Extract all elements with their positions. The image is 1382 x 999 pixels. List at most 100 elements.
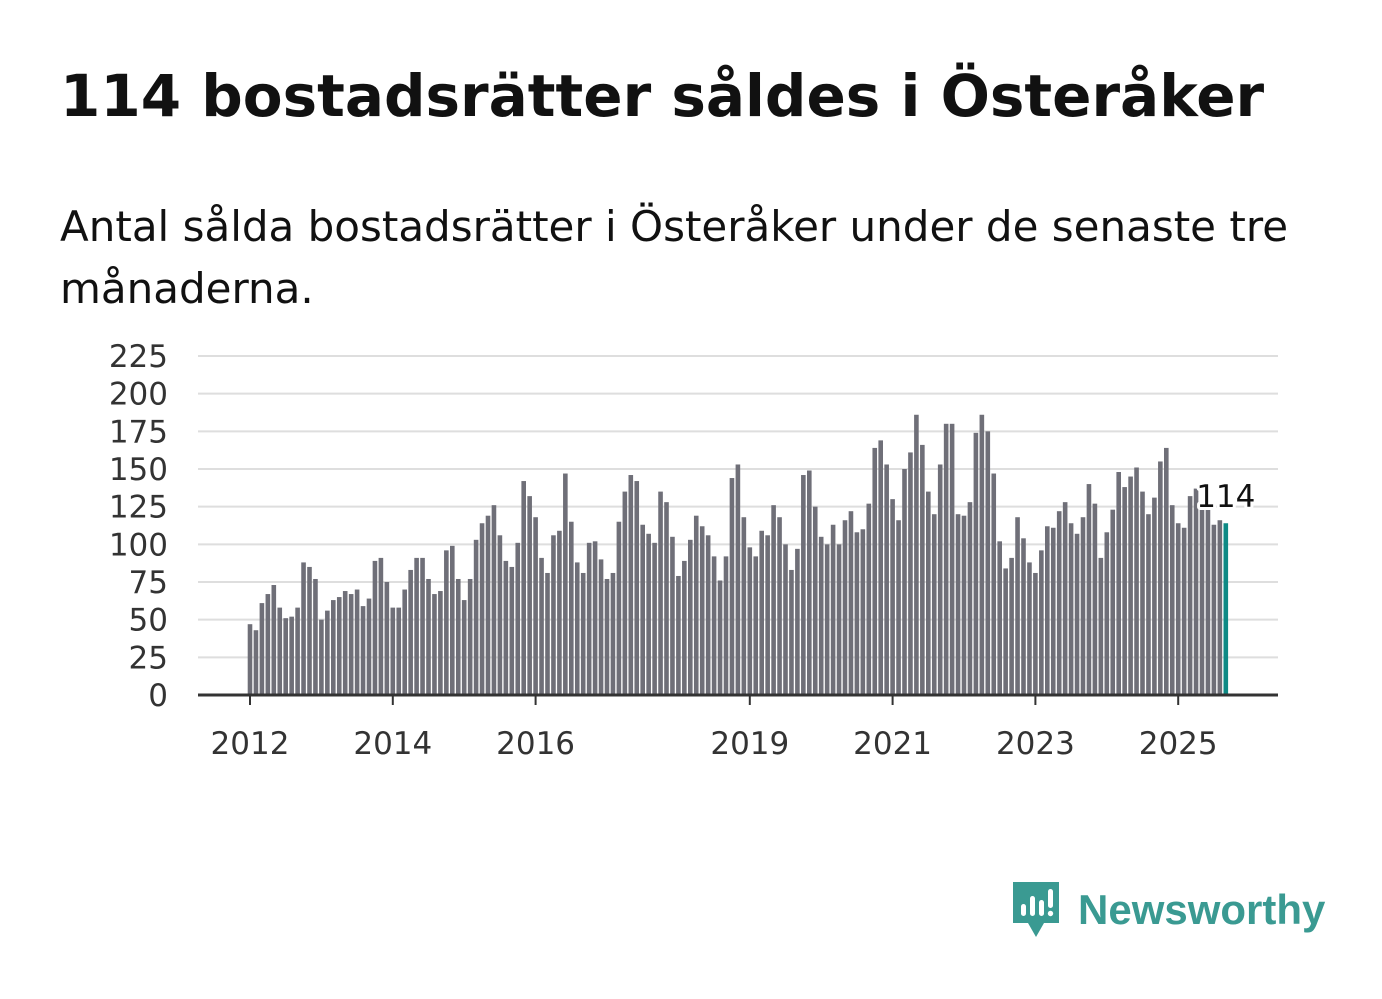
bar [247,624,253,695]
bar [765,535,770,695]
bar [313,578,318,695]
bar [354,589,360,695]
bar [646,533,651,695]
bar [509,566,515,695]
x-tick-label: 2012 [211,726,290,762]
bar [515,542,521,695]
bar [414,557,419,695]
bar [652,542,657,695]
bar [1086,484,1092,695]
bar [967,502,973,695]
bar [1152,497,1157,695]
bar [801,475,806,695]
x-tick-label: 2025 [1139,726,1218,762]
bar [824,544,830,695]
bar [461,600,467,695]
bar [396,607,402,695]
bar [551,535,556,695]
bar [937,464,943,695]
bar [390,607,396,695]
y-tick-label: 25 [129,640,168,676]
bar [1021,538,1026,695]
bar [682,560,687,695]
bar [830,524,836,695]
bar [842,520,848,695]
bar [1110,509,1116,695]
bar [640,524,645,695]
bar [432,594,437,695]
bar [1128,476,1133,695]
y-tick-label: 75 [129,565,168,601]
bar [420,557,425,695]
bar [426,578,431,695]
bar [438,591,443,695]
bar [253,630,259,695]
bar [872,447,878,695]
bar [979,414,985,695]
bar [408,569,413,695]
bar [455,578,461,695]
bar [688,539,693,695]
bar [931,514,937,695]
y-tick-label: 0 [148,678,168,714]
bar [450,545,455,695]
bar [497,535,503,695]
bar [783,544,788,695]
bar [336,597,342,695]
bar [1050,527,1056,695]
bar [1009,557,1014,695]
bar [277,607,283,695]
bar [342,591,348,695]
bar [1181,527,1187,695]
bar [1205,503,1211,695]
bar [1080,517,1086,695]
bar [658,491,663,695]
y-tick-label: 225 [109,339,168,375]
bar [1140,491,1145,695]
bar [295,607,300,695]
bar [711,556,717,695]
bar [1068,523,1074,695]
bar [1104,532,1110,695]
bar [1056,511,1062,695]
bar [717,580,723,695]
bar [1193,488,1199,695]
bar [1062,502,1068,695]
bar [860,529,866,695]
bar [866,503,872,695]
bar [610,572,616,695]
brand-name: Newsworthy [1078,886,1326,933]
bar [896,520,901,695]
bar [759,530,764,695]
bar [955,514,961,695]
bar [307,566,312,695]
chart-subtitle: Antal sålda bostadsrätter i Österåker un… [60,202,1289,313]
newsworthy-logo[interactable]: Newsworthy [1010,878,1325,942]
bar [1175,523,1181,695]
bar [789,569,794,695]
y-tick-label: 200 [109,377,168,413]
bar [366,598,372,695]
bar [949,423,955,695]
bar [569,521,574,695]
bar [265,594,271,695]
y-tick-label: 150 [109,452,168,488]
y-tick-label: 50 [129,603,168,639]
bar [503,560,509,695]
bar [563,473,568,695]
bar [926,491,931,695]
bar [699,526,705,695]
bar [1116,472,1121,695]
bar [319,619,324,695]
x-tick-label: 2016 [496,726,575,762]
bar [753,556,759,695]
bar [479,523,485,695]
bar [271,585,277,695]
bar [836,544,842,695]
bar [1199,505,1205,695]
y-tick-label: 100 [109,527,168,563]
bar [676,575,681,695]
bar [747,547,753,695]
bar [1211,524,1217,695]
